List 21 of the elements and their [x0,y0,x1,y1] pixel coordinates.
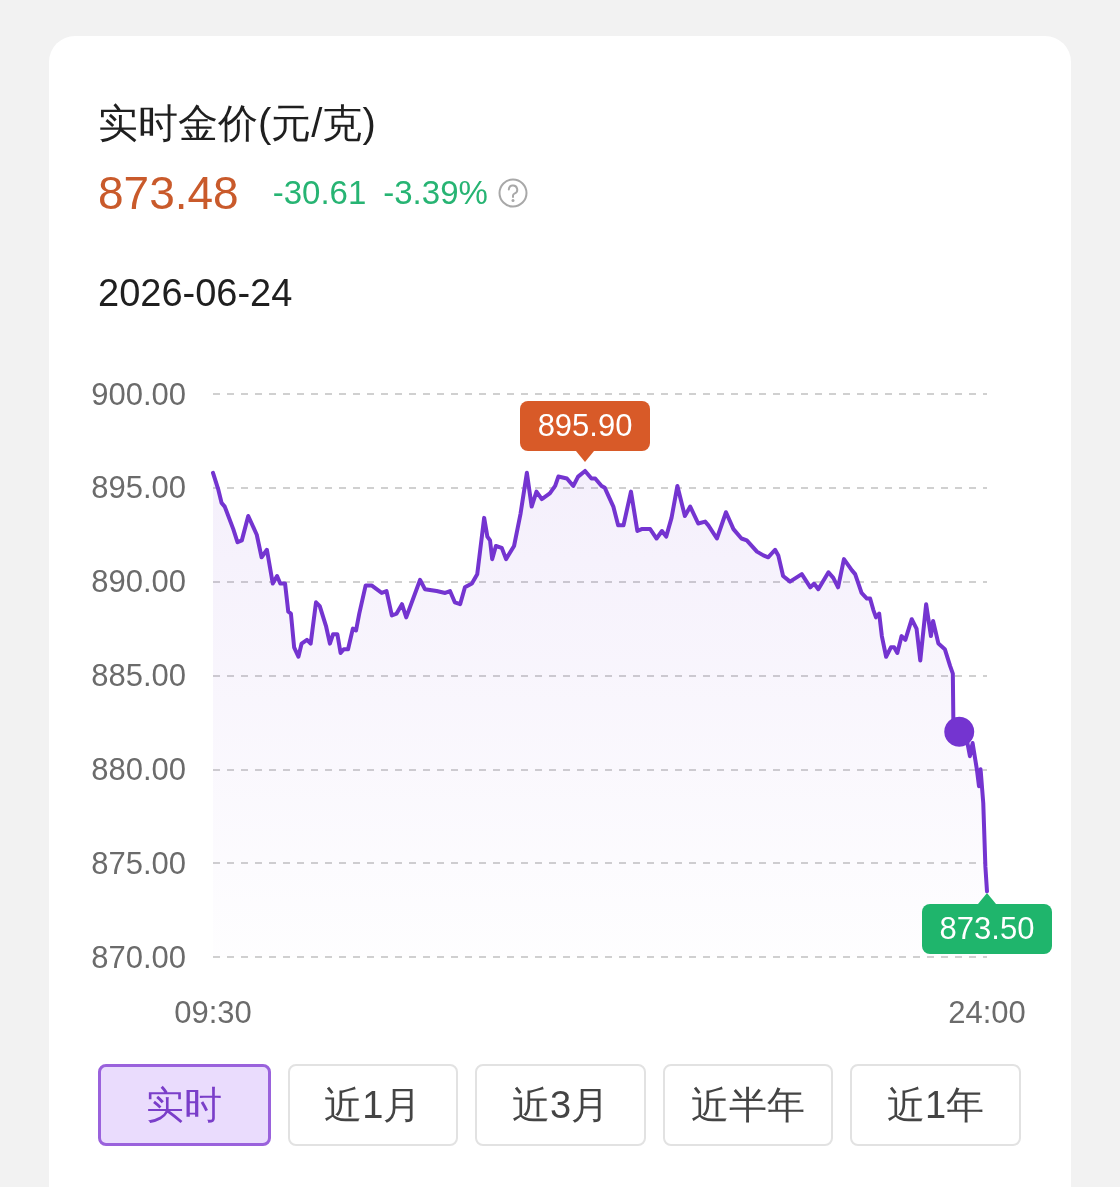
y-tick-label: 885.00 [91,658,186,693]
x-tick-label: 24:00 [948,995,1026,1030]
text: -30.61 [272,173,367,213]
text: 近1月 [287,1064,459,1146]
y-tick-label: 870.00 [91,939,186,975]
y-tick-label: 900.00 [91,376,186,412]
chart-title: 实时金价(元/克) [98,100,376,147]
text: 近1年 [850,1064,1021,1146]
text: 近3月 [475,1064,646,1146]
chart-subtitle: 2026-06-24 [98,271,293,315]
y-tick-label: 890.00 [91,564,186,600]
y-tick-label: 880.00 [91,751,186,787]
y-tick-label: 895.00 [91,470,186,506]
annotation: 873.50 [922,904,1052,955]
text: 实时 [98,1064,271,1146]
annotation: 895.90 [520,400,651,451]
text: 近半年 [662,1064,834,1146]
x-tick-label: 09:30 [174,995,252,1030]
text: -3.39% [383,173,488,213]
y-tick-label: 875.00 [91,845,186,881]
text: 873.48 [98,166,239,220]
